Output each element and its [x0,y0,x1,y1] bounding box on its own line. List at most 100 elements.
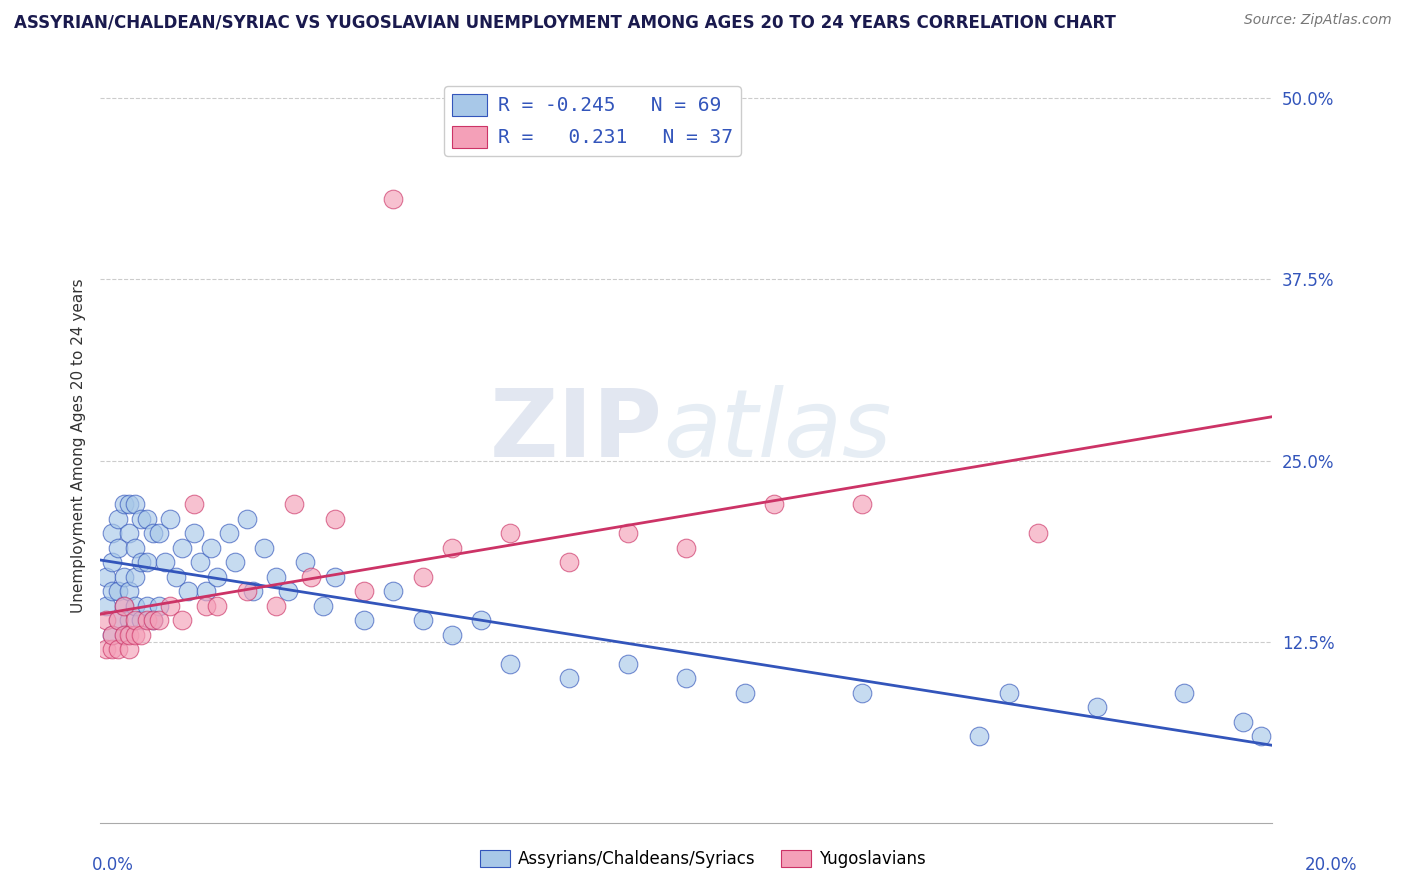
Point [159,599,181,613]
Point [136,599,159,613]
Point [107,584,129,599]
Point [94,569,117,583]
Point [499,657,522,671]
Point [118,613,141,627]
Point [264,599,287,613]
Point [118,526,141,541]
Point [136,555,159,569]
Point [112,628,135,642]
Point [264,569,287,583]
Point [1232,714,1254,729]
Point [675,541,697,555]
Point [142,613,165,627]
Point [112,497,135,511]
Point [142,526,165,541]
Text: ZIP: ZIP [489,385,662,477]
Point [148,599,170,613]
Point [124,497,146,511]
Point [382,584,405,599]
Point [101,628,124,642]
Point [207,569,229,583]
Point [235,584,257,599]
Point [129,511,152,525]
Point [470,613,492,627]
Point [323,511,346,525]
Point [124,541,146,555]
Point [1026,526,1049,541]
Point [101,642,124,657]
Point [118,584,141,599]
Point [177,584,200,599]
Point [969,730,991,744]
Point [118,642,141,657]
Point [124,599,146,613]
Point [734,686,756,700]
Point [353,613,375,627]
Point [1250,730,1272,744]
Point [107,541,129,555]
Point [148,613,170,627]
Point [172,613,194,627]
Point [148,526,170,541]
Point [112,599,135,613]
Point [142,613,165,627]
Point [107,613,129,627]
Point [183,526,205,541]
Point [94,613,117,627]
Point [851,497,873,511]
Point [194,584,217,599]
Point [124,569,146,583]
Legend: Assyrians/Chaldeans/Syriacs, Yugoslavians: Assyrians/Chaldeans/Syriacs, Yugoslavian… [474,843,932,875]
Point [294,555,316,569]
Point [112,569,135,583]
Point [183,497,205,511]
Point [107,613,129,627]
Point [194,599,217,613]
Point [763,497,786,511]
Legend: R = -0.245   N = 69, R =   0.231   N = 37: R = -0.245 N = 69, R = 0.231 N = 37 [444,86,741,156]
Point [412,613,434,627]
Point [107,511,129,525]
Point [136,511,159,525]
Point [382,192,405,206]
Point [299,569,322,583]
Point [129,555,152,569]
Point [101,584,124,599]
Point [172,541,194,555]
Text: ASSYRIAN/CHALDEAN/SYRIAC VS YUGOSLAVIAN UNEMPLOYMENT AMONG AGES 20 TO 24 YEARS C: ASSYRIAN/CHALDEAN/SYRIAC VS YUGOSLAVIAN … [14,13,1116,31]
Point [851,686,873,700]
Point [94,642,117,657]
Point [124,613,146,627]
Point [412,569,434,583]
Point [235,511,257,525]
Point [323,569,346,583]
Point [675,671,697,685]
Point [1173,686,1195,700]
Text: 0.0%: 0.0% [91,855,134,873]
Point [188,555,211,569]
Point [112,628,135,642]
Point [200,541,222,555]
Point [153,555,176,569]
Text: 20.0%: 20.0% [1305,855,1357,873]
Point [218,526,240,541]
Point [129,613,152,627]
Point [207,599,229,613]
Point [283,497,305,511]
Point [94,599,117,613]
Point [558,555,581,569]
Point [1085,700,1108,714]
Point [253,541,276,555]
Text: atlas: atlas [662,385,891,476]
Point [129,628,152,642]
Point [558,671,581,685]
Point [136,613,159,627]
Point [440,628,463,642]
Point [242,584,264,599]
Point [224,555,246,569]
Point [353,584,375,599]
Y-axis label: Unemployment Among Ages 20 to 24 years: Unemployment Among Ages 20 to 24 years [72,278,86,614]
Point [112,599,135,613]
Point [159,511,181,525]
Point [277,584,299,599]
